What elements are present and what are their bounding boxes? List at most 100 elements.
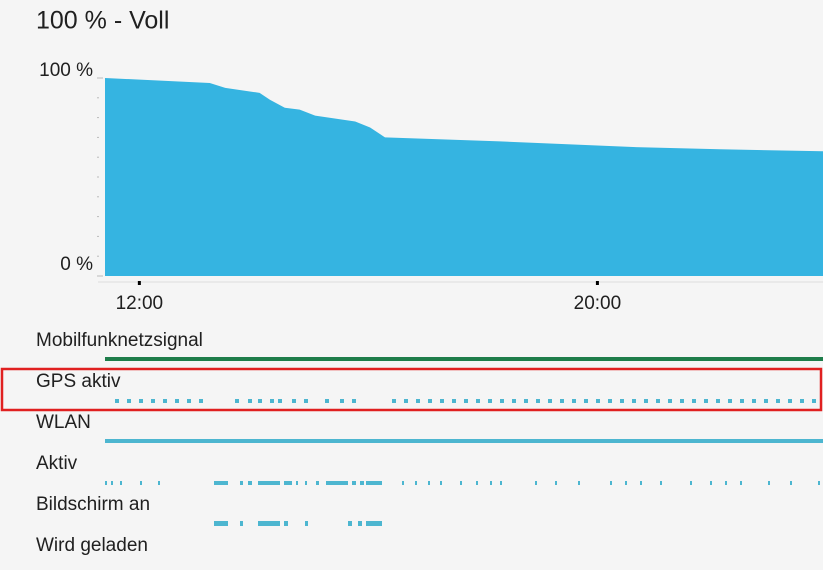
active-segment [120,481,122,485]
gps-segment [692,399,696,403]
gps-segment [440,399,444,403]
gps-segment [560,399,564,403]
row-label: WLAN [36,412,91,433]
screen-segment [366,521,382,526]
gps-segment [340,399,344,403]
active-segment [284,481,292,485]
gps-segment [752,399,756,403]
gps-segment [704,399,708,403]
gps-segment [620,399,624,403]
gps-segment [127,399,131,403]
row-label: GPS aktiv [36,371,121,392]
screen-segment [214,521,228,526]
highlight-box [0,367,823,412]
screen-segment [258,521,280,526]
active-segment [660,481,662,485]
active-segment [725,481,727,485]
active-segment [490,481,492,485]
wlan-bar [105,439,823,443]
gps-segment [151,399,155,403]
row-label: Mobilfunknetzsignal [36,330,203,351]
active-segment [578,481,580,485]
active-segment [818,481,820,485]
gps-segment [404,399,408,403]
gps-segment [776,399,780,403]
gps-segment [235,399,239,403]
active-segment [740,481,742,485]
active-segment [460,481,462,485]
gps-segment [292,399,296,403]
gps-segment [139,399,143,403]
row-label: Wird geladen [36,535,148,556]
gps-segment [548,399,552,403]
active-segment [790,481,792,485]
active-segment [440,481,442,485]
gps-segment [668,399,672,403]
gps-segment [800,399,804,403]
gps-segment [175,399,179,403]
active-segment [768,481,770,485]
row-label: Aktiv [36,453,78,474]
screen-segment [358,521,362,526]
row-label: Bildschirm an [36,494,150,515]
gps-segment [656,399,660,403]
gps-segment [680,399,684,403]
active-segment [360,481,364,485]
gps-segment [488,399,492,403]
active-segment [640,481,642,485]
active-segment [710,481,712,485]
gps-segment [632,399,636,403]
gps-segment [428,399,432,403]
x-tick-label: 20:00 [574,293,622,314]
gps-segment [115,399,119,403]
active-segment [415,481,417,485]
gps-segment [278,399,282,403]
active-segment [625,481,627,485]
gps-segment [728,399,732,403]
gps-segment [716,399,720,403]
gps-segment [325,399,329,403]
active-segment [555,481,557,485]
active-segment [352,481,356,485]
gps-segment [464,399,468,403]
gps-segment [584,399,588,403]
x-tick-label: 12:00 [116,293,164,314]
y-tick-label: 0 % [60,254,93,275]
gps-segment [644,399,648,403]
gps-segment [270,399,274,403]
screen-segment [305,521,308,526]
active-segment [326,481,348,485]
gps-segment [352,399,356,403]
active-segment [476,481,478,485]
gps-segment [788,399,792,403]
active-segment [428,481,430,485]
active-segment [105,481,107,485]
gps-segment [536,399,540,403]
gps-segment [740,399,744,403]
active-segment [214,481,228,485]
signal-bar [105,357,823,361]
gps-segment [199,399,203,403]
screen-segment [348,521,352,526]
screen-segment [284,521,288,526]
active-segment [690,481,692,485]
gps-segment [392,399,396,403]
gps-segment [596,399,600,403]
active-segment [111,481,113,485]
active-segment [500,481,502,485]
screen-segment [240,521,243,526]
gps-segment [500,399,504,403]
active-segment [610,481,612,485]
battery-area [105,78,823,276]
gps-segment [416,399,420,403]
active-segment [535,481,537,485]
gps-segment [304,399,308,403]
gps-segment [163,399,167,403]
gps-segment [258,399,262,403]
active-segment [248,481,252,485]
active-segment [158,481,160,485]
active-segment [316,481,319,485]
active-segment [402,481,404,485]
y-tick-label: 100 % [39,60,93,81]
